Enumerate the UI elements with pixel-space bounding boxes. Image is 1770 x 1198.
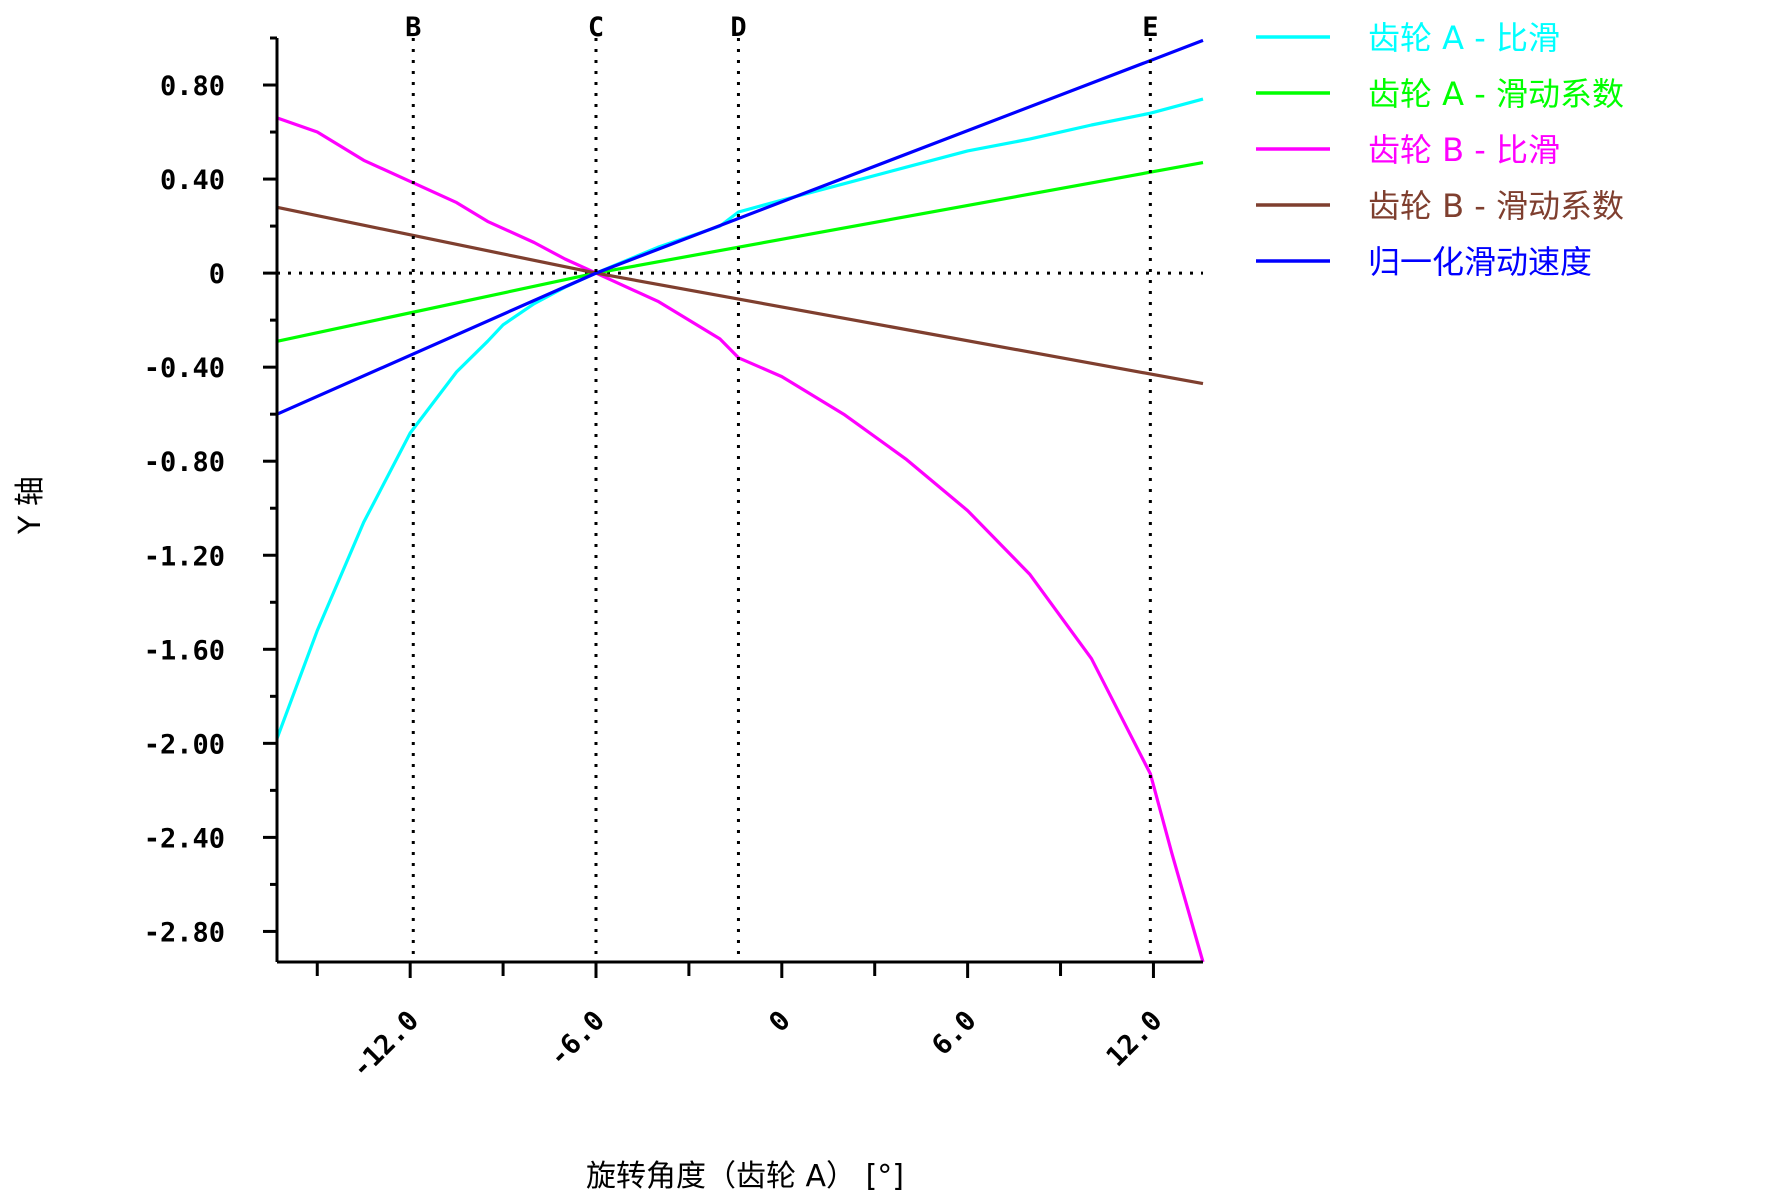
marker-label-d: D [730,12,746,43]
y-tick-label: -0.80 [144,447,225,478]
legend-label-2: 齿轮 A - 滑动系数 [1368,75,1624,113]
y-tick-label: -2.80 [144,917,225,948]
series-line-3 [276,116,1205,963]
marker-label-c: C [588,12,604,43]
legend-label-1: 齿轮 A - 比滑 [1368,19,1560,57]
x-tick-label: 12.0 [1100,1005,1168,1073]
x-axis-title: 旋转角度（齿轮 A） [°] [586,1159,904,1194]
y-tick-label: -2.40 [144,823,225,854]
legend-label-3: 齿轮 B - 比滑 [1368,131,1560,169]
marker-label-b: B [405,12,421,43]
y-tick-label: -1.60 [144,635,225,666]
y-tick-label: 0 [209,259,225,290]
marker-label-e: E [1142,12,1158,43]
y-axis-title: Y 轴 [13,476,48,535]
x-tick-label: 0 [763,1005,796,1038]
legend-label-4: 齿轮 B - 滑动系数 [1368,187,1624,225]
series-line-1 [275,97,1204,740]
y-tick-label: -2.00 [144,729,225,760]
legend-label-5: 归一化滑动速度 [1368,243,1592,281]
y-tick-label: -1.20 [144,541,225,572]
y-tick-label: -0.40 [144,353,225,384]
x-tick-label: -6.0 [543,1005,611,1073]
series-line-2 [276,161,1204,343]
y-tick-label: 0.40 [160,165,225,196]
x-tick-label: -12.0 [346,1005,425,1084]
x-tick-label: 6.0 [926,1005,982,1061]
y-tick-label: 0.80 [160,71,225,102]
series-line-5 [276,38,1204,416]
